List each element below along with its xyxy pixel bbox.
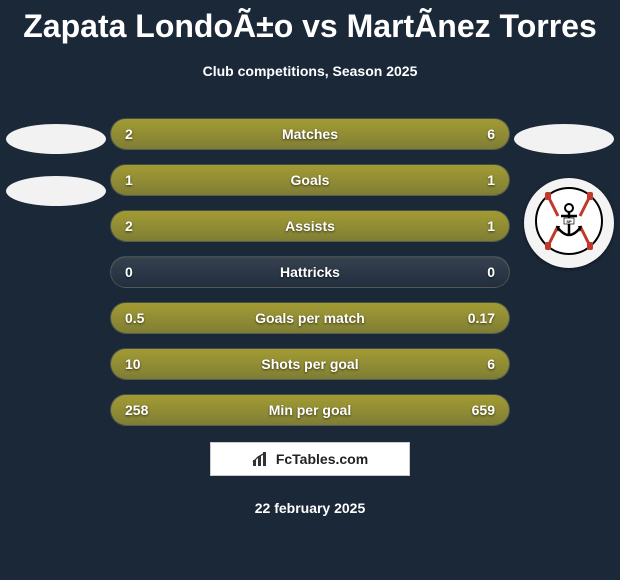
stat-pill: Hattricks0 0 [110,256,510,288]
stat-label: Goals [111,165,509,197]
stat-pill: Goals1 1 [110,164,510,196]
stat-pill: Assists2 1 [110,210,510,242]
stat-row: Shots per goal10 6 [0,348,620,380]
stat-label: Hattricks [111,257,509,289]
stat-row: Hattricks0 0 [0,256,620,288]
stat-value-right: 1 [487,211,495,243]
stat-pill: Goals per match0.5 0.17 [110,302,510,334]
stat-label: Matches [111,119,509,151]
page-title: Zapata LondoÃ±o vs MartÃnez Torres [0,0,620,45]
stat-value-right: 6 [487,119,495,151]
stat-value-right: 659 [472,395,495,427]
stat-value-right: 6 [487,349,495,381]
stat-value-left: 0.5 [125,303,144,335]
stat-value-left: 1 [125,165,133,197]
stat-value-left: 258 [125,395,148,427]
stat-pill: Min per goal258 659 [110,394,510,426]
stat-value-right: 0 [487,257,495,289]
stat-label: Shots per goal [111,349,509,381]
stat-value-left: 0 [125,257,133,289]
page-subtitle: Club competitions, Season 2025 [0,63,620,79]
stat-pill: Shots per goal10 6 [110,348,510,380]
stat-label: Min per goal [111,395,509,427]
stat-row: Goals1 1 [0,164,620,196]
stat-pill: Matches2 6 [110,118,510,150]
site-label: FcTables.com [276,451,368,467]
stat-row: Goals per match0.5 0.17 [0,302,620,334]
stat-value-left: 2 [125,119,133,151]
stat-row: Matches2 6 [0,118,620,150]
chart-icon [252,450,270,468]
site-attribution[interactable]: FcTables.com [210,442,410,476]
stats-container: Matches26Goals11Assists21Hattricks00Goal… [0,118,620,440]
stat-value-right: 0.17 [468,303,495,335]
stat-value-left: 10 [125,349,141,381]
stat-label: Goals per match [111,303,509,335]
stat-value-right: 1 [487,165,495,197]
date-label: 22 february 2025 [0,500,620,516]
stat-row: Assists2 1 [0,210,620,242]
stat-value-left: 2 [125,211,133,243]
stat-row: Min per goal258 659 [0,394,620,426]
stat-label: Assists [111,211,509,243]
